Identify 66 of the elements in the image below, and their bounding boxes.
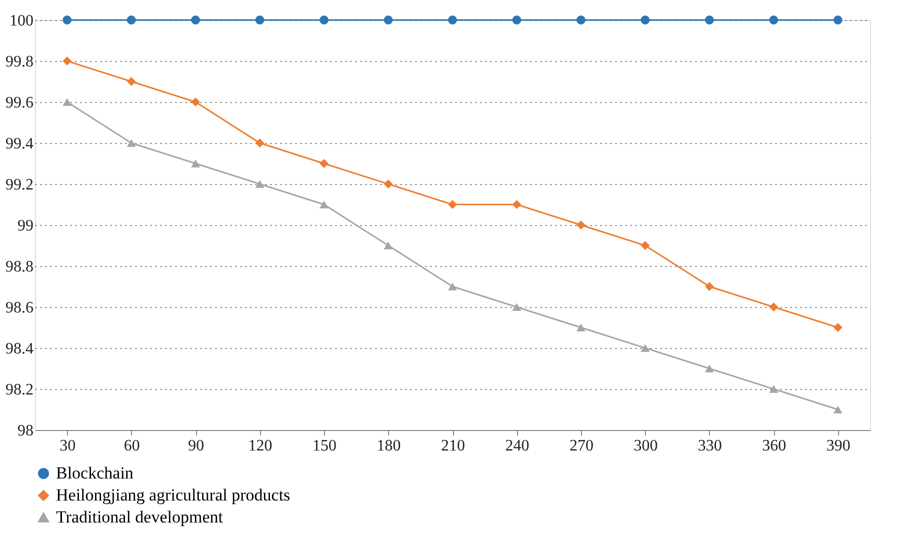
legend-label: Traditional development (56, 508, 224, 526)
point (833, 323, 842, 332)
legend-label: Blockchain (56, 464, 134, 482)
point (576, 220, 586, 230)
x-tick-label: 120 (248, 438, 272, 454)
point (126, 139, 136, 147)
y-tick-label: 99.2 (6, 176, 34, 194)
point (191, 98, 200, 106)
legend-label: Heilongjiang agricultural products (56, 486, 290, 504)
point (512, 303, 522, 311)
point (384, 242, 393, 250)
point (62, 98, 72, 106)
point (576, 324, 586, 332)
point (769, 16, 778, 24)
x-tick-label: 270 (569, 438, 594, 454)
point (576, 16, 586, 24)
y-tick-label: 98.2 (6, 382, 34, 398)
x-tick-label: 210 (441, 438, 465, 454)
point (62, 16, 72, 24)
point (769, 302, 778, 312)
y-tick-label: 98 (18, 422, 34, 440)
point (384, 16, 393, 24)
point (640, 344, 650, 352)
point (255, 180, 264, 188)
point (640, 16, 650, 24)
point (512, 200, 522, 209)
point (704, 364, 714, 372)
y-tick-label: 98.8 (6, 258, 34, 276)
point (833, 16, 842, 24)
point (448, 16, 457, 24)
x-tick-label: 360 (762, 438, 786, 454)
x-tick-label: 90 (188, 438, 204, 454)
point (255, 16, 264, 24)
point (62, 56, 72, 66)
y-tick-label: 98.6 (6, 300, 34, 316)
point (769, 385, 778, 393)
point (320, 159, 329, 168)
point (320, 16, 329, 24)
x-tick-label: 390 (826, 438, 850, 454)
y-tick-label: 99.8 (6, 54, 34, 70)
x-tick-label: 180 (376, 438, 401, 454)
x-tick-label: 60 (124, 438, 140, 454)
point (255, 138, 264, 148)
point (448, 200, 457, 209)
point (704, 16, 714, 24)
y-tick-label: 99 (18, 218, 34, 234)
x-tick-label: 300 (634, 438, 658, 454)
point (833, 406, 842, 414)
point (704, 282, 714, 291)
point (384, 180, 393, 188)
x-tick-label: 330 (698, 438, 722, 454)
point (512, 16, 522, 24)
x-tick-label: 150 (312, 438, 337, 454)
x-tick-label: 30 (60, 438, 76, 454)
point (448, 282, 457, 290)
point (320, 200, 329, 208)
x-tick-label: 240 (505, 438, 530, 454)
y-tick-label: 100 (10, 12, 34, 30)
point (126, 77, 136, 86)
y-tick-label: 98.4 (6, 340, 34, 358)
point (191, 160, 200, 168)
y-tick-label: 99.6 (6, 94, 34, 112)
y-tick-label: 99.4 (6, 136, 34, 152)
point (191, 16, 200, 24)
point (126, 16, 136, 24)
point (640, 241, 650, 250)
